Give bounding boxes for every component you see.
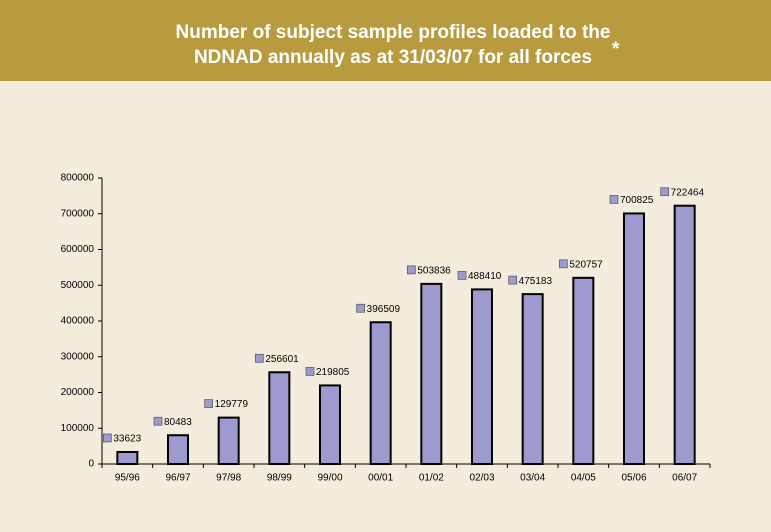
label-key xyxy=(153,416,163,426)
bar xyxy=(268,371,291,465)
x-tick-label: 00/01 xyxy=(368,473,393,484)
data-label: 488410 xyxy=(468,271,502,282)
bar xyxy=(369,321,392,466)
label-key xyxy=(660,187,670,197)
data-label: 396509 xyxy=(367,304,401,315)
y-tick-label: 700000 xyxy=(61,208,95,219)
bar xyxy=(319,384,341,465)
y-tick-label: 600000 xyxy=(61,244,95,255)
data-label: 475183 xyxy=(519,276,553,287)
y-tick-label: 0 xyxy=(88,459,94,470)
label-key xyxy=(102,433,112,443)
data-label: 700825 xyxy=(620,195,654,206)
x-tick-label: 98/99 xyxy=(267,473,292,484)
label-key xyxy=(305,367,315,376)
bar xyxy=(623,212,645,465)
y-tick-label: 400000 xyxy=(61,316,95,327)
y-tick-label: 800000 xyxy=(61,173,95,184)
label-key xyxy=(609,195,619,204)
bar xyxy=(673,204,696,465)
chart-title: Number of subject sample profiles loaded… xyxy=(176,22,611,43)
label-key xyxy=(508,275,518,285)
y-tick-label: 200000 xyxy=(61,387,95,398)
label-key xyxy=(254,353,264,363)
y-tick-label: 500000 xyxy=(61,280,95,291)
label-key xyxy=(406,265,416,275)
x-tick-label: 03/04 xyxy=(520,473,545,484)
bar xyxy=(572,276,595,465)
bar xyxy=(217,416,240,465)
bar xyxy=(167,434,189,465)
data-label: 33623 xyxy=(113,434,141,445)
y-tick-label: 100000 xyxy=(61,423,95,434)
data-label: 219805 xyxy=(316,367,350,378)
y-tick-label: 300000 xyxy=(61,351,95,362)
bar xyxy=(116,450,139,465)
data-label: 256601 xyxy=(265,354,299,365)
label-key xyxy=(558,259,568,269)
header-band xyxy=(0,0,771,81)
x-tick-label: 06/07 xyxy=(672,473,697,484)
chart-title: NDNAD annually as at 31/03/07 for all fo… xyxy=(194,47,592,68)
x-tick-label: 95/96 xyxy=(115,473,140,484)
x-tick-label: 99/00 xyxy=(317,473,342,484)
x-tick-label: 05/06 xyxy=(621,473,646,484)
x-tick-label: 96/97 xyxy=(165,473,190,484)
x-tick-label: 02/03 xyxy=(469,473,494,484)
data-label: 80483 xyxy=(164,417,192,428)
data-label: 722464 xyxy=(671,187,705,198)
data-label: 520757 xyxy=(569,259,603,270)
label-key xyxy=(204,399,214,408)
label-key xyxy=(356,303,366,313)
data-label: 129779 xyxy=(215,399,249,410)
data-label: 503836 xyxy=(417,266,451,277)
x-tick-label: 04/05 xyxy=(571,473,596,484)
bar xyxy=(420,282,443,465)
bar xyxy=(521,293,544,465)
title-mark: * xyxy=(612,39,620,60)
x-tick-label: 01/02 xyxy=(419,473,444,484)
label-key xyxy=(457,271,467,280)
bar xyxy=(471,288,493,465)
x-tick-label: 97/98 xyxy=(216,473,241,484)
